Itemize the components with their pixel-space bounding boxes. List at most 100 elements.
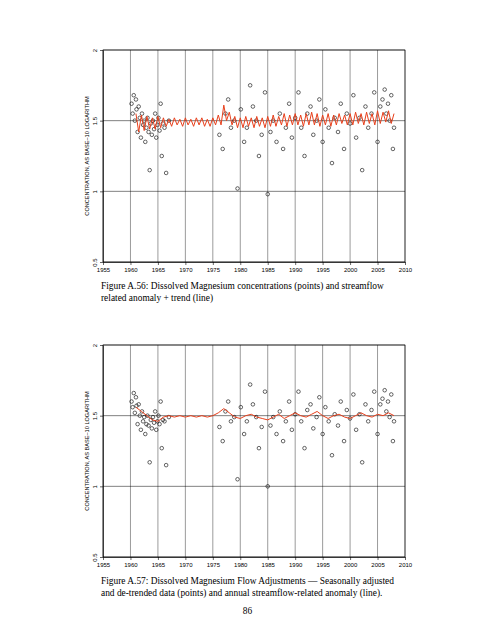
data-point <box>148 461 152 465</box>
grid-line <box>350 50 351 262</box>
tick: 1.5 <box>92 116 103 125</box>
grid-line <box>267 50 268 262</box>
plot-area <box>130 84 396 196</box>
grid <box>103 345 405 557</box>
data-point <box>324 405 328 409</box>
data-point <box>164 171 168 175</box>
data-point <box>136 422 140 426</box>
chart: 1955196019651970197519801985199019952000… <box>84 343 413 568</box>
y-axis: 0.511.52 <box>92 343 104 562</box>
tick: 1975 <box>207 262 221 273</box>
grid-line <box>212 345 213 557</box>
grid-line <box>322 345 323 557</box>
data-point <box>312 133 316 137</box>
data-point <box>383 88 387 92</box>
data-point <box>348 122 352 126</box>
data-point <box>360 461 364 465</box>
data-point <box>366 126 370 130</box>
data-point <box>266 192 270 196</box>
data-point <box>309 403 313 407</box>
grid-line <box>103 191 405 192</box>
data-point <box>263 91 267 95</box>
data-point <box>226 98 230 102</box>
data-point <box>221 439 225 443</box>
data-point <box>143 140 147 144</box>
data-point <box>160 446 164 450</box>
tick-mark <box>100 262 103 263</box>
data-point <box>226 400 230 404</box>
tick-mark <box>213 262 214 265</box>
tick: 2005 <box>371 557 385 568</box>
grid-line <box>267 345 268 557</box>
data-point <box>385 410 389 414</box>
tick-mark <box>378 262 379 265</box>
data-point <box>336 130 340 134</box>
chart: 1955196019651970197519801985199019952000… <box>84 48 413 273</box>
tick-mark <box>100 50 103 51</box>
data-point <box>287 102 291 106</box>
tick-mark <box>100 557 103 558</box>
data-point <box>378 403 382 407</box>
data-point <box>327 420 331 424</box>
data-point <box>376 140 380 144</box>
tick: 2010 <box>399 557 413 568</box>
tick: 1.5 <box>92 411 103 420</box>
data-point <box>339 102 343 106</box>
tick: 1990 <box>289 262 303 273</box>
data-point <box>354 428 358 432</box>
tick-label: 1960 <box>124 562 138 568</box>
axis-line <box>103 51 104 263</box>
data-point <box>339 400 343 404</box>
data-point <box>251 105 255 109</box>
tick: 1965 <box>152 557 166 568</box>
data-point <box>297 390 301 394</box>
data-point <box>303 446 307 450</box>
data-point <box>372 390 376 394</box>
plot-frame <box>103 50 405 262</box>
data-point <box>392 126 396 130</box>
data-point <box>321 432 325 436</box>
data-point <box>312 427 316 431</box>
data-point <box>133 119 137 123</box>
data-point <box>284 126 288 130</box>
data-point <box>130 400 134 404</box>
grid-line <box>185 50 186 262</box>
grid-line <box>295 50 296 262</box>
data-point <box>133 411 137 415</box>
tick-label: 1970 <box>179 267 193 273</box>
tick-mark <box>100 486 103 487</box>
data-point <box>299 420 303 424</box>
tick-mark <box>100 416 103 417</box>
data-point <box>372 91 376 95</box>
data-point <box>336 424 340 428</box>
data-point <box>275 432 279 436</box>
data-point <box>221 147 225 151</box>
data-point <box>131 405 135 409</box>
tick-mark <box>185 557 186 560</box>
data-point <box>242 140 246 144</box>
data-point <box>150 427 154 431</box>
data-point <box>150 133 154 137</box>
grid-line <box>212 50 213 262</box>
tick-label: 1995 <box>316 562 330 568</box>
data-point <box>251 403 255 407</box>
data-point <box>257 446 261 450</box>
data-point <box>151 415 155 419</box>
tick-label: 1965 <box>152 562 166 568</box>
data-point <box>154 428 158 432</box>
data-point <box>330 161 334 165</box>
data-point <box>352 93 356 97</box>
data-point <box>360 168 364 172</box>
data-point <box>303 154 307 158</box>
data-point <box>154 136 158 140</box>
tick-label: 0.5 <box>92 258 98 267</box>
data-point <box>386 400 390 404</box>
grid-line <box>350 345 351 557</box>
y-axis-title: CONCENTRATION, AS BASE–10 LOGARITHM <box>84 391 90 511</box>
data-point <box>143 432 147 436</box>
tick: 2010 <box>399 262 413 273</box>
tick-label: 1 <box>92 485 98 489</box>
data-point <box>260 425 264 429</box>
tick: 1 <box>92 190 103 194</box>
axis-line <box>104 262 406 263</box>
